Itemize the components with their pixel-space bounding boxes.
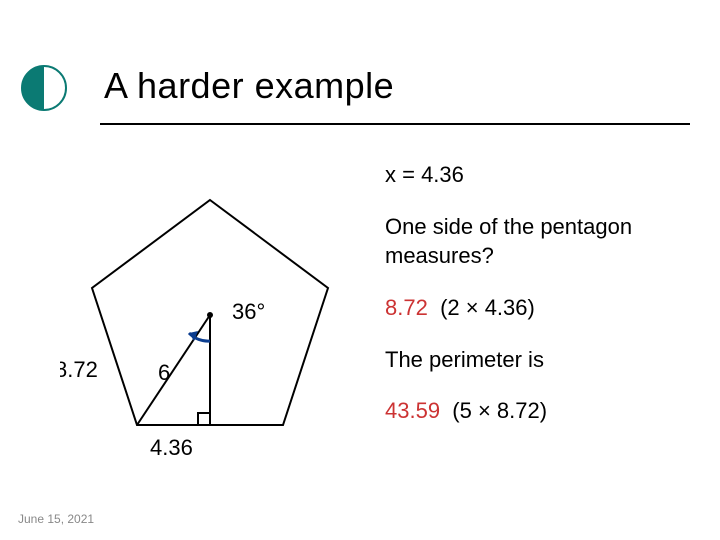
- footer-date: June 15, 2021: [18, 512, 94, 526]
- side-calc: (2 × 4.36): [440, 295, 535, 320]
- explanation-block: x = 4.36 One side of the pentagon measur…: [385, 160, 695, 448]
- line-perimeter-answer: 43.59 (5 × 8.72): [385, 396, 695, 426]
- pentagon-figure: 36° 6 4.36 8.72: [60, 185, 360, 465]
- radius-line: [137, 315, 210, 425]
- line-side-answer: 8.72 (2 × 4.36): [385, 293, 695, 323]
- title-rule: [100, 123, 690, 125]
- side-label: 8.72: [60, 357, 98, 382]
- perimeter-value: 43.59: [385, 398, 440, 423]
- apothem-label: 6: [158, 360, 170, 385]
- center-dot-icon: [207, 312, 213, 318]
- line-x-equals: x = 4.36: [385, 160, 695, 190]
- side-value: 8.72: [385, 295, 428, 320]
- line-question: One side of the pentagon measures?: [385, 212, 695, 271]
- right-angle-icon: [198, 413, 210, 425]
- line-perimeter-label: The perimeter is: [385, 345, 695, 375]
- perimeter-calc: (5 × 8.72): [452, 398, 547, 423]
- title-bullet-icon: [16, 60, 72, 116]
- angle-label: 36°: [232, 299, 265, 324]
- page-title: A harder example: [104, 65, 394, 107]
- half-side-label: 4.36: [150, 435, 193, 460]
